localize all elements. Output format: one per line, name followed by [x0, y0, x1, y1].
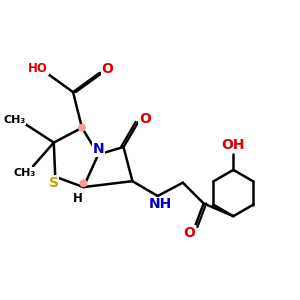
Circle shape [79, 124, 85, 131]
Text: O: O [139, 112, 151, 126]
Text: N: N [93, 142, 105, 156]
Text: CH₃: CH₃ [14, 168, 36, 178]
Text: CH₃: CH₃ [4, 115, 26, 125]
Text: O: O [101, 62, 113, 76]
Text: OH: OH [222, 138, 245, 152]
Text: H: H [73, 193, 83, 206]
Text: HO: HO [28, 62, 48, 75]
Text: O: O [184, 226, 195, 239]
Text: NH: NH [149, 197, 172, 211]
Circle shape [80, 180, 87, 187]
Text: S: S [49, 176, 59, 190]
